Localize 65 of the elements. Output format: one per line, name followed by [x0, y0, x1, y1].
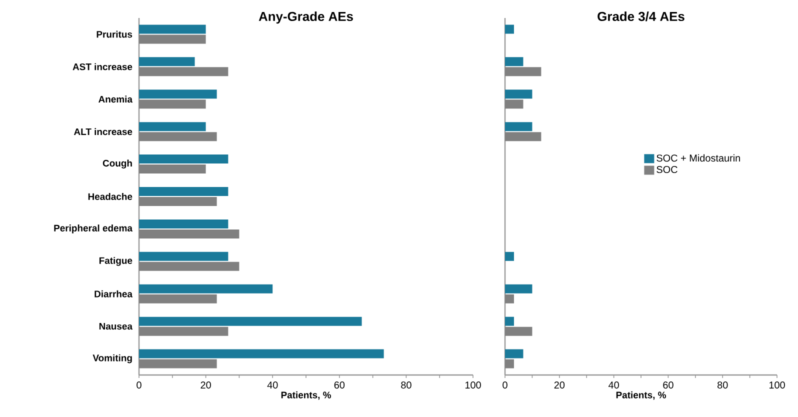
- bar: [139, 349, 384, 358]
- y-tick-label: Diarrhea: [94, 290, 133, 298]
- y-tick-label: Peripheral edema: [54, 224, 133, 234]
- bar: [139, 90, 217, 99]
- bar: [505, 326, 532, 336]
- bar: [139, 229, 240, 238]
- bar: [139, 262, 240, 271]
- x-tick-label: 40: [608, 382, 619, 389]
- bar: [505, 132, 542, 142]
- x-tick-label: 100: [769, 382, 785, 389]
- x-axis-title: Patients, %: [281, 391, 331, 400]
- bar: [505, 67, 542, 76]
- x-tick-label: 40: [267, 382, 278, 389]
- bar: [139, 57, 195, 66]
- x-tick-label: 60: [334, 382, 345, 389]
- x-tick-label: 80: [401, 382, 412, 389]
- bar: [139, 24, 206, 34]
- bar: [505, 349, 524, 358]
- bar: [505, 284, 532, 294]
- bar: [505, 24, 514, 34]
- bar: [139, 197, 217, 206]
- x-tick-label: 80: [718, 382, 728, 389]
- x-tick-label: 20: [200, 382, 211, 389]
- bar: [139, 67, 228, 76]
- y-tick-label: AST increase: [72, 63, 132, 70]
- bar: [139, 100, 206, 109]
- y-tick-label: Pruritus: [96, 30, 132, 38]
- chart-title: Any-Grade AEs: [258, 12, 353, 24]
- bar: [139, 316, 362, 326]
- y-tick-label: ALT increase: [74, 128, 132, 136]
- legend-label: SOC: [656, 166, 678, 174]
- x-tick-label: 60: [663, 382, 674, 389]
- bar: [139, 219, 228, 228]
- bar: [505, 316, 514, 326]
- bar: [139, 154, 228, 164]
- bar: [139, 326, 228, 336]
- bar: [505, 122, 532, 132]
- x-tick-label: 20: [554, 382, 565, 389]
- x-tick-label: 0: [136, 382, 142, 389]
- bar: [139, 132, 217, 142]
- y-tick-label: Vomiting: [92, 354, 132, 364]
- bar: [139, 252, 228, 261]
- bar: [505, 294, 514, 304]
- bar: [139, 359, 217, 368]
- y-tick-label: Fatigue: [99, 256, 132, 266]
- bar: [505, 100, 524, 109]
- y-tick-label: Anemia: [98, 96, 133, 103]
- bar: [505, 359, 514, 368]
- bar: [139, 294, 217, 304]
- bar: [139, 34, 206, 44]
- bar: [505, 252, 514, 261]
- x-axis-title: Patients, %: [616, 391, 666, 400]
- bar: [139, 122, 206, 132]
- y-tick-label: Nausea: [99, 323, 133, 330]
- legend-label: SOC + Midostaurin: [656, 154, 740, 162]
- bar: [505, 57, 524, 66]
- y-tick-label: Cough: [102, 160, 132, 168]
- x-tick-label: 0: [502, 382, 508, 389]
- bar: [139, 284, 273, 294]
- bar: [139, 187, 228, 196]
- bar: [505, 90, 532, 99]
- x-tick-label: 100: [465, 382, 481, 389]
- y-tick-label: Headache: [88, 193, 132, 200]
- chart-title: Grade 3/4 AEs: [598, 12, 684, 22]
- bar: [139, 164, 206, 174]
